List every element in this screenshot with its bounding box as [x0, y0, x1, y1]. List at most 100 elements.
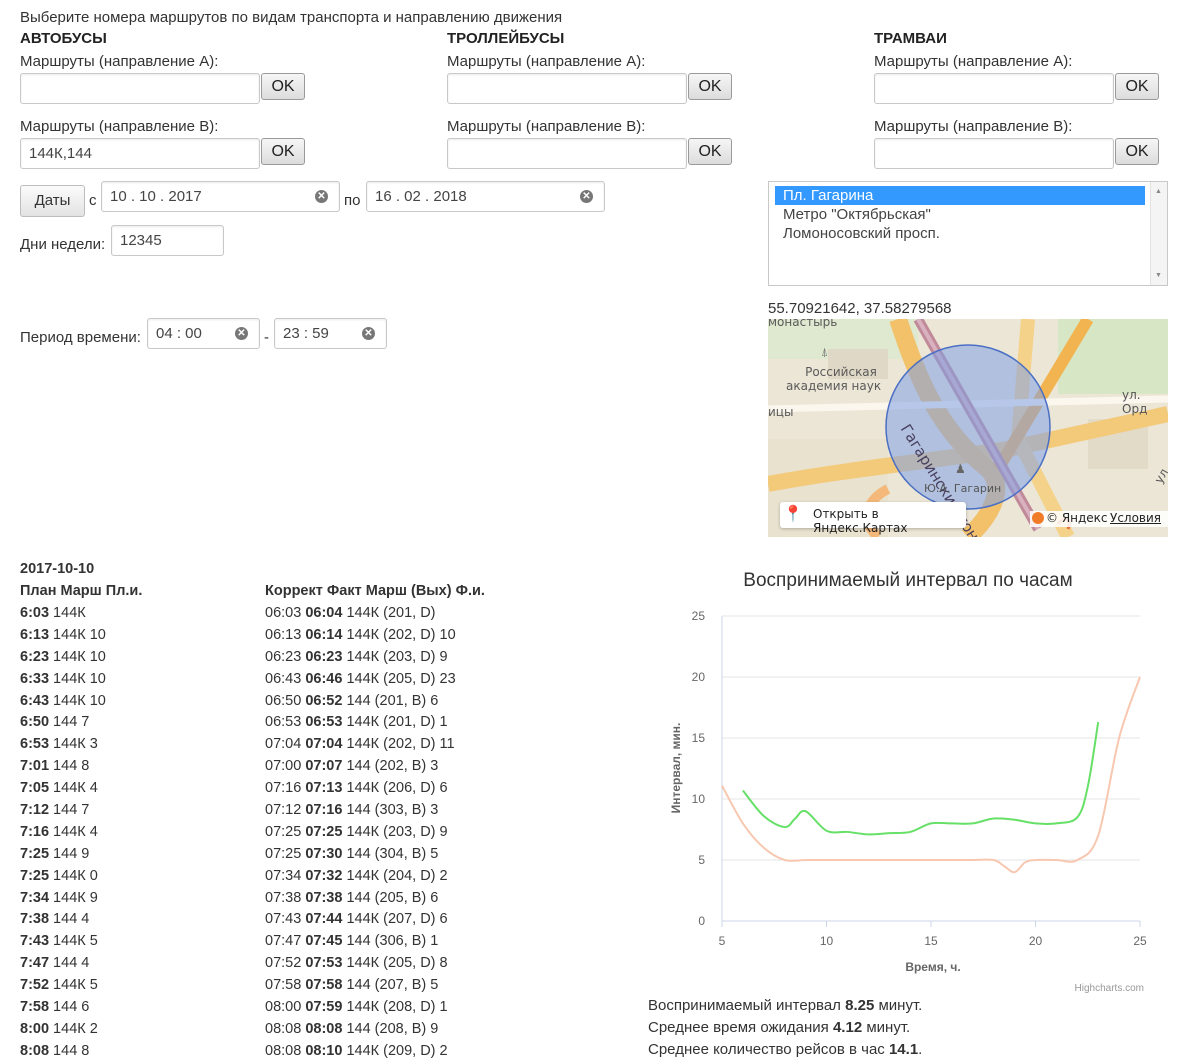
fact-time: 08:08: [305, 1020, 343, 1037]
period-label: Период времени:: [20, 329, 141, 346]
stops-scrollbar[interactable]: ▲ ▼: [1150, 182, 1167, 285]
clear-period-from-icon[interactable]: ✕: [235, 327, 248, 340]
tram-dir-b-input[interactable]: [874, 138, 1114, 169]
fact-corrected-time: 06:13: [265, 626, 306, 643]
map-label-academy-2: академия наук: [786, 379, 882, 393]
plan-row: 6:23 144К 10: [20, 647, 250, 669]
plan-row: 6:33 144К 10: [20, 669, 250, 691]
date-from-input[interactable]: 10 . 10 . 2017 ✕: [101, 181, 340, 212]
fact-time: 07:16: [305, 802, 343, 819]
fact-corrected-time: 06:43: [265, 670, 306, 687]
period-to-input[interactable]: 23 : 59 ✕: [274, 318, 387, 349]
plan-time: 7:12: [20, 802, 50, 819]
fact-time: 07:59: [305, 999, 343, 1016]
plan-row: 7:16 144К 4: [20, 822, 250, 844]
fact-time: 06:14: [305, 626, 343, 643]
dates-button[interactable]: Даты: [20, 185, 85, 217]
trolleybus-dir-a-input[interactable]: [447, 73, 687, 104]
bus-dir-a-input[interactable]: [20, 73, 260, 104]
fact-route: 144 (208, B) 9: [342, 1020, 439, 1037]
fact-corrected-time: 07:04: [265, 736, 306, 753]
stats-trips-per-hour: Среднее количество рейсов в час 14.1.: [648, 1041, 923, 1058]
tram-dir-a-ok-button[interactable]: OK: [1115, 73, 1159, 100]
date-from-value: 10 . 10 . 2017: [110, 188, 202, 205]
fact-corrected-time: 07:25: [265, 845, 306, 862]
plan-row: 6:03 144К: [20, 603, 250, 625]
date-to-input[interactable]: 16 . 02 . 2018 ✕: [366, 181, 605, 212]
period-separator: -: [264, 329, 269, 346]
fact-time: 07:25: [305, 823, 343, 840]
plan-route: 144 8: [49, 1042, 90, 1059]
date-from-label: с: [89, 192, 97, 209]
map-terms-link[interactable]: Условия: [1110, 511, 1162, 525]
clear-period-to-icon[interactable]: ✕: [362, 327, 375, 340]
stop-option-1[interactable]: Пл. Гагарина: [775, 186, 1145, 205]
date-to-label: по: [344, 192, 361, 209]
series-green-line: [742, 721, 1100, 836]
trolleybus-dir-a-ok-button[interactable]: OK: [688, 73, 732, 100]
plan-time: 6:23: [20, 648, 50, 665]
scroll-down-icon[interactable]: ▼: [1155, 272, 1162, 279]
scroll-up-icon[interactable]: ▲: [1155, 188, 1162, 195]
fact-time: 07:45: [305, 933, 343, 950]
fact-time: 07:32: [305, 867, 343, 884]
fact-row: 08:08 08:10 144К (209, D) 2: [265, 1041, 605, 1063]
tram-dir-b-label: Маршруты (направление В):: [874, 118, 1073, 135]
fact-corrected-time: 08:00: [265, 999, 306, 1016]
fact-row: 07:12 07:16 144 (303, B) 3: [265, 800, 605, 822]
weekdays-input[interactable]: 12345: [111, 225, 224, 256]
clear-date-to-icon[interactable]: ✕: [580, 190, 593, 203]
chart-svg: Воспринимаемый интервал по часам05101520…: [669, 570, 1147, 994]
stats-average-wait: Среднее время ожидания 4.12 минут.: [648, 1019, 911, 1036]
y-axis-title: Интервал, мин.: [669, 723, 683, 814]
plan-route: 144 8: [49, 758, 90, 775]
fact-corrected-time: 08:08: [265, 1020, 306, 1037]
map[interactable]: монастырь ⍋ Российская академия наук ицы…: [768, 319, 1168, 537]
bus-dir-b-input[interactable]: 144К,144: [20, 138, 260, 169]
bus-dir-b-ok-button[interactable]: OK: [261, 138, 305, 165]
plan-time: 6:43: [20, 692, 50, 709]
clear-date-from-icon[interactable]: ✕: [315, 190, 328, 203]
stop-option-3[interactable]: Ломоносовский просп.: [783, 225, 940, 242]
stop-option-2[interactable]: Метро "Октябрьская": [783, 206, 931, 223]
stops-listbox[interactable]: Пл. Гагарина Метро "Октябрьская" Ломонос…: [768, 181, 1168, 286]
plan-time: 8:08: [20, 1042, 50, 1059]
plan-route: 144 7: [49, 714, 90, 731]
x-tick-label: 25: [1133, 934, 1147, 948]
tram-dir-b-ok-button[interactable]: OK: [1115, 138, 1159, 165]
bus-title: АВТОБУСЫ: [20, 30, 107, 47]
page-instruction: Выберите номера маршрутов по видам транс…: [20, 9, 563, 26]
bus-dir-a-ok-button[interactable]: OK: [261, 73, 305, 100]
tram-dir-a-input[interactable]: [874, 73, 1114, 104]
x-tick-label: 5: [719, 934, 726, 948]
trolleybus-column: ТРОЛЛЕЙБУСЫ Маршруты (направление А): OK…: [447, 30, 747, 175]
monument-icon: ♟: [955, 462, 966, 476]
fact-corrected-time: 06:50: [265, 692, 306, 709]
plan-time: 7:34: [20, 889, 50, 906]
stops-list: Пл. Гагарина Метро "Октябрьская" Ломонос…: [775, 186, 1145, 243]
fact-time: 07:07: [305, 758, 343, 775]
open-in-yandex-maps-label: Открыть в Яндекс.Картах: [813, 507, 908, 535]
fact-corrected-time: 06:53: [265, 714, 306, 731]
plan-time: 6:50: [20, 714, 50, 731]
plan-time: 6:03: [20, 605, 50, 621]
trolleybus-dir-b-ok-button[interactable]: OK: [688, 138, 732, 165]
trolleybus-dir-a-label: Маршруты (направление А):: [447, 53, 646, 70]
plan-time: 7:38: [20, 911, 50, 928]
plan-list: 6:03 144К 6:13 144К 10 6:23 144К 10 6:33 14…: [20, 603, 250, 1063]
fact-header: Коррект Факт Марш (Вых) Ф.и.: [265, 583, 485, 599]
map-coordinates: 55.70921642, 37.58279568: [768, 300, 952, 317]
open-in-yandex-maps-button[interactable]: 📍 Открыть в Яндекс.Картах: [780, 502, 966, 535]
plan-row: 7:43 144К 5: [20, 931, 250, 953]
fact-row: 07:16 07:13 144К (206, D) 6: [265, 778, 605, 800]
fact-row: 07:25 07:25 144К (203, D) 9: [265, 822, 605, 844]
y-tick-label: 10: [692, 792, 706, 806]
fact-row: 06:50 06:52 144 (201, B) 6: [265, 691, 605, 713]
period-from-input[interactable]: 04 : 00 ✕: [147, 318, 260, 349]
fact-route: 144К (203, D) 9: [342, 823, 448, 840]
fact-corrected-time: 06:23: [265, 648, 306, 665]
fact-row: 07:58 07:58 144 (207, B) 5: [265, 975, 605, 997]
fact-row: 07:38 07:38 144 (205, B) 6: [265, 888, 605, 910]
y-tick-label: 5: [698, 853, 705, 867]
trolleybus-dir-b-input[interactable]: [447, 138, 687, 169]
